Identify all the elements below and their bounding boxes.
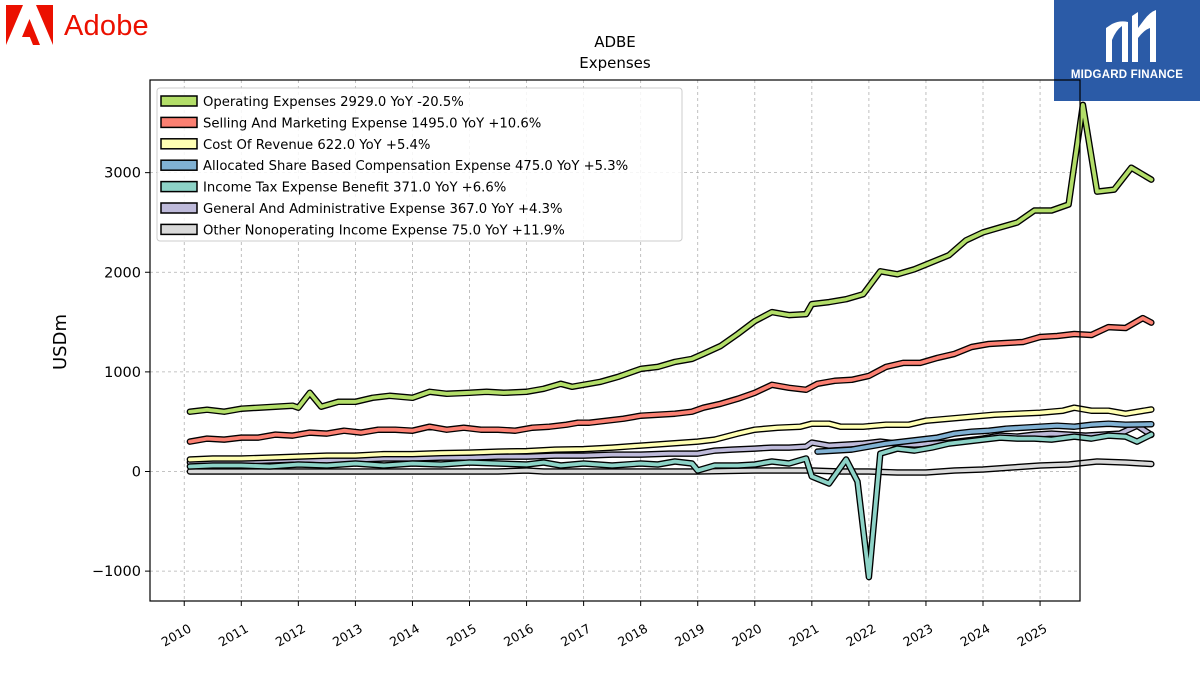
chart-subtitle: Expenses	[579, 54, 651, 72]
series-other-nonoperating-income-expense	[186, 458, 1155, 476]
series-line	[188, 103, 1154, 414]
x-tick-label: 2022	[843, 621, 878, 650]
series-cost-of-revenue	[186, 404, 1155, 463]
midgard-finance-logo: MIDGARD FINANCE	[1054, 0, 1200, 101]
x-tick-label: 2018	[615, 621, 650, 650]
y-tick-label: −1000	[92, 564, 141, 580]
legend-entry: Operating Expenses 2929.0 YoY -20.5%	[203, 95, 464, 110]
legend-entry: Income Tax Expense Benefit 371.0 YoY +6.…	[203, 181, 506, 196]
series-income-tax-expense-benefit	[186, 431, 1155, 581]
midgard-logo-icon	[1106, 10, 1156, 62]
x-tick-label: 2025	[1015, 621, 1050, 650]
y-tick-label: 0	[132, 464, 141, 480]
x-tick-label: 2020	[729, 621, 764, 650]
series-line	[815, 421, 1154, 454]
x-tick-label: 2024	[957, 621, 992, 650]
legend-swatch	[160, 95, 198, 107]
x-tick-label: 2010	[159, 621, 194, 650]
legend-swatch	[160, 159, 198, 171]
x-tick-label: 2014	[387, 621, 422, 650]
y-tick-label: 3000	[104, 166, 141, 182]
series-line	[188, 316, 1154, 444]
legend-entry: Selling And Marketing Expense 1495.0 YoY…	[203, 116, 541, 131]
legend-swatch	[160, 223, 198, 236]
legend-swatch	[160, 180, 198, 193]
legend-swatch	[160, 138, 198, 150]
legend-entry: Cost Of Revenue 622.0 YoY +5.4%	[203, 138, 430, 153]
x-tick-label: 2015	[444, 621, 479, 650]
legend-entry: Allocated Share Based Compensation Expen…	[203, 159, 628, 174]
x-tick-label: 2011	[216, 621, 251, 650]
legend-swatch	[160, 116, 198, 129]
adobe-logo-text: Adobe	[64, 9, 149, 42]
adobe-logo-icon	[6, 5, 53, 45]
x-tick-label: 2016	[501, 621, 536, 650]
series-outline	[186, 314, 1155, 445]
series-line	[188, 459, 1154, 475]
chart-title: ADBE	[594, 33, 636, 51]
adobe-logo: Adobe	[6, 5, 149, 47]
x-tick-label: 2017	[558, 621, 593, 650]
legend-entry: General And Administrative Expense 367.0…	[203, 202, 563, 217]
x-tick-label: 2012	[273, 621, 308, 650]
y-axis-label: USDm	[50, 314, 71, 370]
series-allocated-share-based-compensation-expense	[814, 420, 1155, 455]
series-layer	[186, 101, 1155, 581]
y-tick-label: 2000	[104, 265, 141, 281]
plot-frame	[149, 79, 1081, 602]
series-line	[188, 432, 1154, 579]
midgard-logo-text: MIDGARD FINANCE	[1070, 69, 1184, 81]
legend: Operating Expenses 2929.0 YoY -20.5% Sell…	[156, 87, 683, 242]
legend-box	[156, 87, 683, 242]
series-line	[188, 405, 1154, 462]
series-selling-and-marketing-expense	[186, 314, 1155, 445]
x-tick-label: 2013	[330, 621, 365, 650]
legend-entry: Other Nonoperating Income Expense 75.0 Y…	[203, 223, 565, 238]
x-tick-label: 2021	[786, 621, 821, 650]
series-operating-expenses	[186, 101, 1155, 415]
x-tick-label: 2023	[900, 621, 935, 650]
y-tick-label: 1000	[104, 365, 141, 381]
x-tick-label: 2019	[672, 621, 707, 650]
legend-swatch	[160, 202, 198, 214]
